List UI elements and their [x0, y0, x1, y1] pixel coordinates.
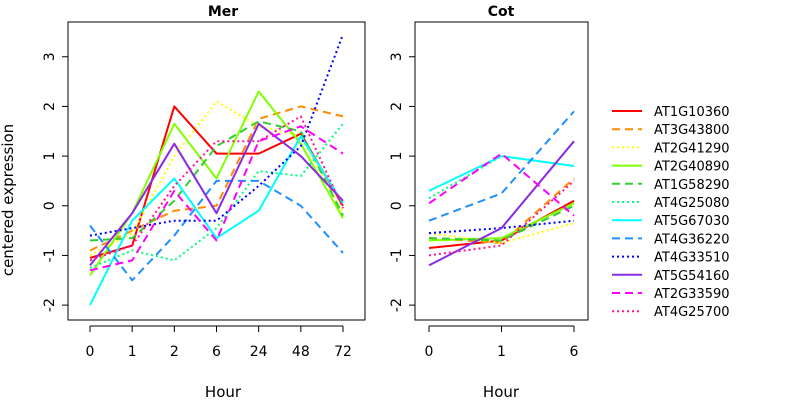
mer-x-tick-label: 2 [170, 344, 179, 360]
mer-y-tick-label: 1 [42, 152, 58, 161]
mer-x-tick-label: 72 [334, 344, 352, 360]
cot-series-at5g67030 [428, 155, 575, 192]
panel-mer-x-axis-label: Hour [205, 383, 242, 400]
cot-y-tick-label: 3 [389, 52, 405, 61]
mer-series-at4g36220 [89, 179, 344, 282]
mer-series-at2g33590 [89, 125, 344, 272]
cot-y-tick-label: -2 [389, 298, 405, 312]
mer-x-tick-label: 1 [128, 344, 137, 360]
cot-y-tick-label: -1 [389, 248, 405, 262]
mer-x-tick-label: 6 [212, 344, 221, 360]
cot-series-at1g58290 [428, 204, 575, 242]
y-axis-label: centered expression [0, 124, 17, 276]
mer-y-tick-label: -1 [42, 248, 58, 262]
legend-label-at2g40890: AT2G40890 [654, 160, 730, 175]
cot-x-tick-label: 1 [497, 344, 506, 360]
cot-y-tick-label: 2 [389, 102, 405, 111]
panel-cot: Cot Hour -2 -1 0 1 2 3 0 1 6 [389, 4, 589, 401]
cot-series-at5g54160 [428, 140, 575, 267]
legend-label-at4g25080: AT4G25080 [654, 196, 730, 211]
cot-series-at4g33510 [428, 219, 575, 235]
cot-plot-frame [414, 21, 589, 321]
mer-series-at4g33510 [89, 34, 344, 237]
mer-series-at4g25700 [89, 115, 344, 262]
legend-label-at1g10360: AT1G10360 [654, 105, 730, 120]
cot-series-at2g33590 [428, 152, 575, 217]
panel-cot-title: Cot [488, 4, 515, 20]
cot-y-tick-label: 0 [389, 201, 405, 210]
mer-x-tick-label: 24 [250, 344, 268, 360]
mer-plot-frame [67, 21, 366, 321]
panel-mer: Mer Hour -2 -1 0 1 2 3 0 1 2 6 24 48 72 [42, 4, 366, 401]
cot-series-at3g43800 [428, 177, 575, 244]
legend-label-at4g36220: AT4G36220 [654, 232, 730, 247]
cot-series-at4g36220 [428, 110, 575, 222]
cot-y-tick-label: 1 [389, 152, 405, 161]
legend-label-at5g54160: AT5G54160 [654, 269, 730, 284]
mer-x-tick-label: 0 [86, 344, 95, 360]
mer-series-at3g43800 [89, 105, 344, 252]
mer-y-tick-label: -2 [42, 298, 58, 312]
legend: AT1G10360 AT3G43800 AT2G41290 AT2G40890 AT1G… [612, 105, 730, 320]
mer-series-at4g25080 [89, 123, 344, 269]
mer-series-at1g10360 [89, 105, 344, 259]
legend-label-at4g25700: AT4G25700 [654, 305, 730, 320]
legend-label-at4g33510: AT4G33510 [654, 251, 730, 266]
cot-series-at2g40890 [428, 202, 575, 242]
cot-x-tick-label: 6 [570, 344, 579, 360]
panel-mer-title: Mer [208, 4, 238, 20]
mer-x-tick-label: 48 [292, 344, 310, 360]
mer-y-tick-label: 0 [42, 201, 58, 210]
mer-series-at5g54160 [89, 122, 344, 267]
mer-series-at5g67030 [89, 135, 344, 306]
legend-label-at3g43800: AT3G43800 [654, 123, 730, 138]
cot-x-tick-label: 0 [425, 344, 434, 360]
legend-label-at1g58290: AT1G58290 [654, 178, 730, 193]
mer-y-tick-label: 2 [42, 102, 58, 111]
mer-y-tick-label: 3 [42, 52, 58, 61]
legend-label-at2g33590: AT2G33590 [654, 287, 730, 302]
panel-cot-x-axis-label: Hour [483, 383, 520, 400]
mer-series-at1g58290 [89, 120, 344, 242]
legend-label-at5g67030: AT5G67030 [654, 214, 730, 229]
legend-label-at2g41290: AT2G41290 [654, 141, 730, 156]
